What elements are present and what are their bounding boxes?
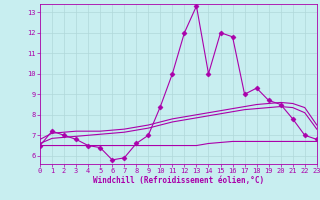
X-axis label: Windchill (Refroidissement éolien,°C): Windchill (Refroidissement éolien,°C) (93, 176, 264, 185)
